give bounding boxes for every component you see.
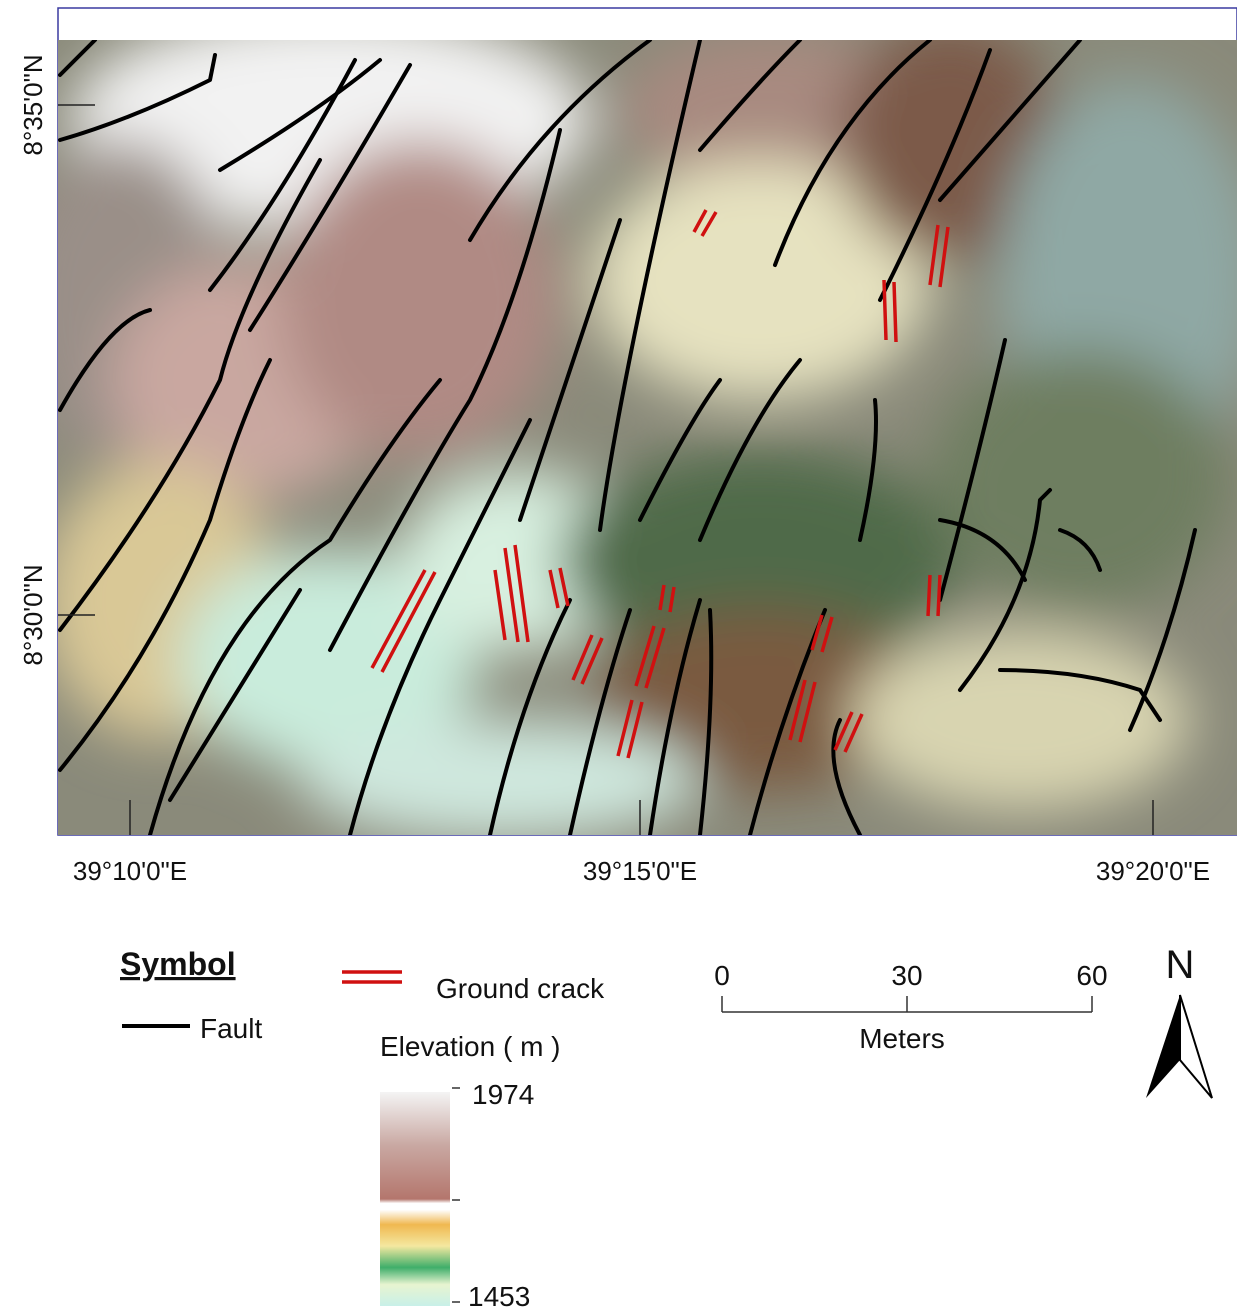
north-arrow — [1146, 995, 1212, 1098]
legend-title: Symbol — [120, 946, 236, 982]
north-label: N — [1166, 943, 1195, 987]
map-figure: 8°35'0"N 8°30'0"N 39°10'0"E 39°15'0"E 39… — [0, 0, 1237, 1311]
lon-label: 39°15'0"E — [583, 856, 697, 886]
elevation-ramp — [380, 1092, 450, 1306]
elevation-value: 1974 — [472, 1079, 534, 1110]
lat-label: 8°30'0"N — [18, 564, 48, 665]
legend-label: Elevation ( m ) — [380, 1031, 561, 1062]
lon-label: 39°20'0"E — [1096, 856, 1210, 886]
scale-bar — [722, 996, 1092, 1012]
scale-tick-label: 30 — [891, 960, 922, 991]
elevation-value: 1453 — [468, 1281, 530, 1311]
lat-label: 8°35'0"N — [18, 54, 48, 155]
lon-label: 39°10'0"E — [73, 856, 187, 886]
legend-label: Ground crack — [436, 973, 605, 1004]
legend-label: Fault — [200, 1013, 262, 1044]
scale-tick-label: 60 — [1076, 960, 1107, 991]
scale-unit: Meters — [859, 1023, 945, 1054]
scale-tick-label: 0 — [714, 960, 730, 991]
